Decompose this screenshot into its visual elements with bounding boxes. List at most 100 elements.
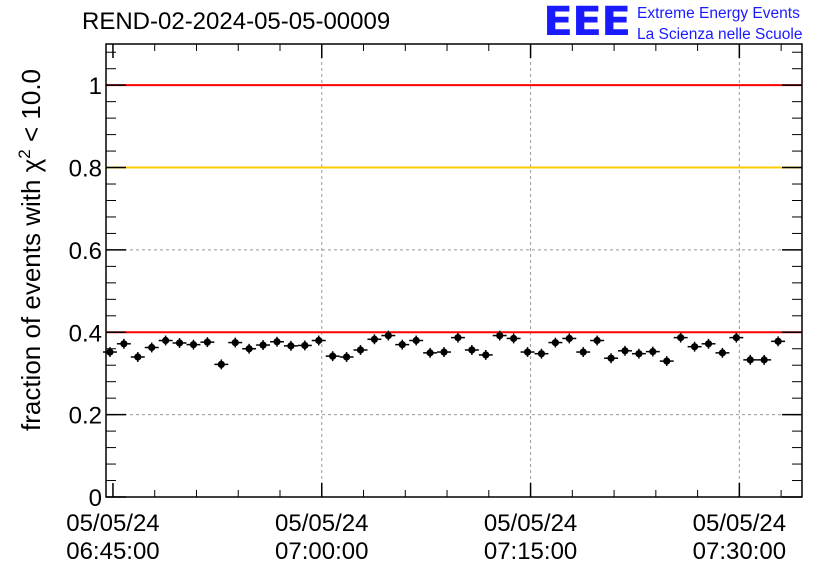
data-point	[130, 352, 145, 362]
data-point	[520, 347, 535, 357]
data-point	[659, 356, 674, 367]
data-point-marker	[301, 341, 309, 350]
data-point-marker	[356, 346, 365, 354]
data-point	[450, 332, 465, 343]
data-point	[214, 359, 229, 370]
data-point-marker	[635, 350, 643, 358]
data-point	[381, 330, 396, 341]
data-point-marker	[718, 349, 727, 357]
data-point	[757, 354, 772, 365]
data-point-marker	[440, 348, 448, 356]
logo-caption: Extreme Energy Events La Scienza nelle S…	[637, 3, 802, 45]
data-point-marker	[732, 334, 740, 342]
data-point-marker	[217, 360, 225, 368]
data-point-marker	[370, 335, 379, 343]
x-tick-label-date: 05/05/24	[484, 510, 577, 537]
data-point-marker	[565, 334, 573, 343]
y-tick-labels: 0 0.2 0.4 0.6 0.8 1	[69, 73, 102, 512]
x-tick-label-time: 07:30:00	[693, 538, 786, 565]
data-point	[631, 348, 646, 359]
data-point-marker	[106, 348, 114, 356]
x-tick-label-date: 05/05/24	[275, 510, 368, 537]
x-tick-label-date: 05/05/24	[66, 510, 159, 537]
logo-caption-line1: Extreme Energy Events	[637, 5, 800, 22]
x-tick-label-time: 07:15:00	[484, 538, 577, 565]
y-tick-label: 0.4	[69, 320, 102, 347]
data-point-marker	[259, 341, 267, 349]
data-point-marker	[690, 343, 699, 351]
data-point	[645, 346, 660, 357]
data-point-marker	[134, 353, 142, 361]
data-point-marker	[774, 337, 782, 345]
data-point	[228, 337, 243, 348]
data-point-marker	[579, 348, 587, 356]
data-point	[172, 338, 187, 348]
data-point	[409, 335, 424, 346]
y-axis-label: fraction of events with χ2 < 10.0	[15, 69, 46, 431]
data-point-marker	[398, 341, 406, 349]
data-point	[701, 338, 716, 349]
data-point-marker	[412, 336, 420, 345]
data-point-marker	[704, 340, 713, 348]
data-point-marker	[189, 341, 198, 349]
data-point-marker	[162, 336, 170, 345]
data-point-marker	[537, 350, 546, 358]
data-point-marker	[148, 343, 156, 352]
plot-frame	[105, 43, 803, 498]
y-tick-label: 0.6	[69, 238, 102, 265]
data-point-marker	[551, 338, 559, 347]
logo-caption-line2: La Scienza nelle Scuole	[637, 26, 803, 43]
data-point	[604, 353, 619, 364]
data-point	[715, 347, 730, 358]
data-point	[534, 348, 549, 359]
y-tick-label: 1	[89, 73, 102, 100]
eee-logo: EEE	[543, 0, 631, 46]
x-tick-label-date: 05/05/24	[693, 510, 786, 537]
data-point	[437, 347, 451, 357]
data-point-marker	[607, 354, 615, 362]
axis-ticks	[106, 44, 802, 498]
data-point	[283, 340, 298, 351]
data-point	[590, 335, 605, 346]
data-point-marker	[523, 348, 532, 356]
data-point	[464, 345, 479, 355]
data-point	[729, 332, 744, 343]
data-point-marker	[315, 336, 323, 345]
data-point	[492, 330, 507, 341]
data-point	[506, 333, 521, 344]
data-point	[116, 338, 131, 349]
data-point-marker	[120, 340, 128, 348]
data-point	[144, 342, 159, 353]
data-point	[743, 354, 758, 365]
data-point	[353, 345, 368, 355]
data-point-marker	[384, 331, 392, 340]
data-point-marker	[510, 334, 518, 343]
data-point-marker	[621, 347, 629, 355]
data-point	[395, 339, 410, 350]
data-point-marker	[329, 352, 337, 360]
data-point	[339, 352, 354, 362]
data-point	[673, 332, 688, 343]
data-point	[270, 336, 284, 347]
data-point-marker	[426, 349, 434, 357]
data-point-marker	[760, 356, 768, 364]
data-point-marker	[649, 348, 657, 356]
data-point-marker	[231, 338, 239, 347]
y-tick-label: 0.8	[69, 156, 102, 183]
data-point-marker	[663, 357, 671, 365]
data-point	[771, 336, 786, 347]
data-point	[200, 337, 215, 348]
data-point-marker	[273, 338, 281, 346]
data-point	[687, 341, 702, 352]
data-point-marker	[677, 334, 685, 342]
chart-title: REND-02-2024-05-05-00009	[82, 8, 391, 35]
x-tick-label-time: 07:00:00	[275, 538, 368, 565]
x-tick-label-time: 06:45:00	[66, 538, 159, 565]
data-point-marker	[245, 345, 253, 353]
reference-lines	[106, 84, 802, 334]
data-point	[158, 335, 173, 346]
data-point-marker	[496, 331, 504, 340]
data-point-marker	[203, 338, 211, 346]
grid-lines	[106, 44, 802, 497]
